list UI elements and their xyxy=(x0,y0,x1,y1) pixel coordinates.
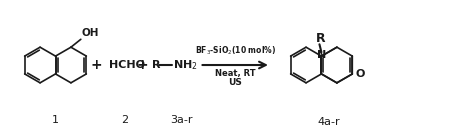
Text: Neat, RT: Neat, RT xyxy=(215,69,255,78)
Text: HCHO: HCHO xyxy=(109,60,145,70)
Text: 3a-r: 3a-r xyxy=(171,115,193,125)
Text: O: O xyxy=(355,69,365,79)
Text: OH: OH xyxy=(82,28,100,38)
Text: NH$_2$: NH$_2$ xyxy=(173,58,198,72)
Text: R: R xyxy=(152,60,161,70)
Text: +: + xyxy=(91,58,102,72)
Text: 1: 1 xyxy=(52,115,59,125)
Text: BF$_3$-SiO$_2$(10 mol%): BF$_3$-SiO$_2$(10 mol%) xyxy=(194,45,276,57)
Text: US: US xyxy=(228,78,242,87)
Text: 2: 2 xyxy=(121,115,128,125)
Text: 4a-r: 4a-r xyxy=(317,117,340,127)
Text: R: R xyxy=(316,32,325,45)
Text: +: + xyxy=(137,58,148,72)
Text: N: N xyxy=(317,50,326,60)
